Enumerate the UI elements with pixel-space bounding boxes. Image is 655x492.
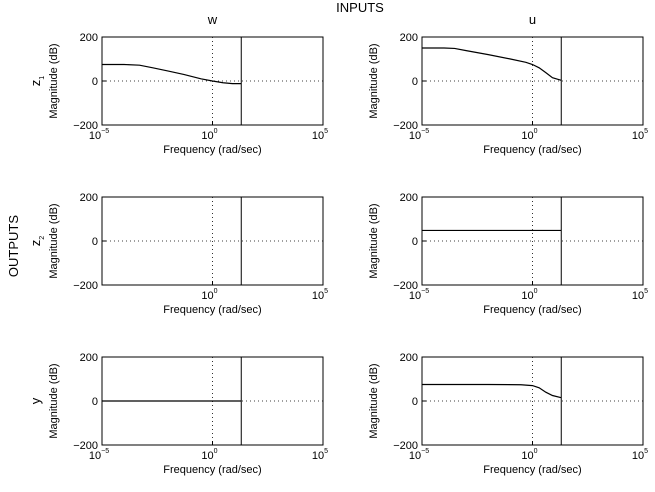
output-label-y: y [28, 397, 43, 404]
inputs-label: INPUTS [336, 0, 384, 15]
x-axis-label: Frequency (rad/sec) [163, 464, 261, 476]
y-tick-label: 0 [92, 236, 98, 248]
y-tick-label: 200 [80, 192, 98, 204]
x-tick-label: 105 [632, 128, 648, 142]
input-label-w: w [207, 12, 218, 27]
y-tick-label: 200 [400, 32, 418, 44]
magnitude-curve [102, 63, 242, 85]
x-tick-label: 10−5 [409, 448, 429, 462]
y-tick-label: −200 [393, 440, 418, 452]
y-tick-label: 200 [80, 352, 98, 364]
y-tick-label: 0 [412, 76, 418, 88]
y-tick-label: 0 [92, 76, 98, 88]
y-tick-label: −200 [393, 120, 418, 132]
y-tick-label: 200 [400, 192, 418, 204]
output-label-z1: z1 [28, 76, 46, 87]
y-tick-label: 200 [80, 32, 98, 44]
y-axis-label: Magnitude (dB) [48, 43, 60, 118]
x-axis-label: Frequency (rad/sec) [483, 464, 581, 476]
y-tick-label: 0 [412, 396, 418, 408]
x-tick-label: 100 [521, 128, 537, 142]
y-tick-label: 200 [400, 352, 418, 364]
y-tick-label: 0 [92, 396, 98, 408]
x-tick-label: 105 [312, 128, 328, 142]
x-tick-label: 10−5 [89, 448, 109, 462]
x-tick-label: 100 [201, 448, 217, 462]
y-axis-label: Magnitude (dB) [368, 203, 380, 278]
x-tick-label: 100 [201, 128, 217, 142]
y-axis-label: Magnitude (dB) [368, 43, 380, 118]
y-axis-label: Magnitude (dB) [48, 203, 60, 278]
x-tick-label: 10−5 [409, 128, 429, 142]
y-tick-label: 0 [412, 236, 418, 248]
magnitude-curve [422, 383, 562, 399]
x-tick-label: 105 [632, 448, 648, 462]
x-tick-label: 105 [312, 288, 328, 302]
outputs-label: OUTPUTS [6, 215, 21, 277]
y-tick-label: −200 [393, 280, 418, 292]
panel-z2-w: 200 0 −200 100 105 Frequency (rad/sec) Magnitu… [28, 192, 328, 316]
y-axis-label: Magnitude (dB) [368, 363, 380, 438]
y-tick-label: −200 [73, 440, 98, 452]
x-axis-label: Frequency (rad/sec) [163, 304, 261, 316]
x-tick-label: 100 [201, 288, 217, 302]
input-label-u: u [529, 12, 536, 27]
x-tick-label: 10−5 [409, 288, 429, 302]
x-tick-label: 100 [521, 448, 537, 462]
y-axis-label: Magnitude (dB) [48, 363, 60, 438]
magnitude-curve [422, 47, 562, 81]
x-tick-label: 10−5 [89, 128, 109, 142]
y-tick-label: −200 [73, 280, 98, 292]
x-axis-label: Frequency (rad/sec) [483, 304, 581, 316]
x-tick-label: 100 [521, 288, 537, 302]
x-axis-label: Frequency (rad/sec) [483, 144, 581, 156]
x-tick-label: 105 [632, 288, 648, 302]
output-label-z2: z2 [28, 236, 46, 247]
x-tick-label: 105 [312, 448, 328, 462]
y-tick-label: −200 [73, 120, 98, 132]
x-axis-label: Frequency (rad/sec) [163, 144, 261, 156]
